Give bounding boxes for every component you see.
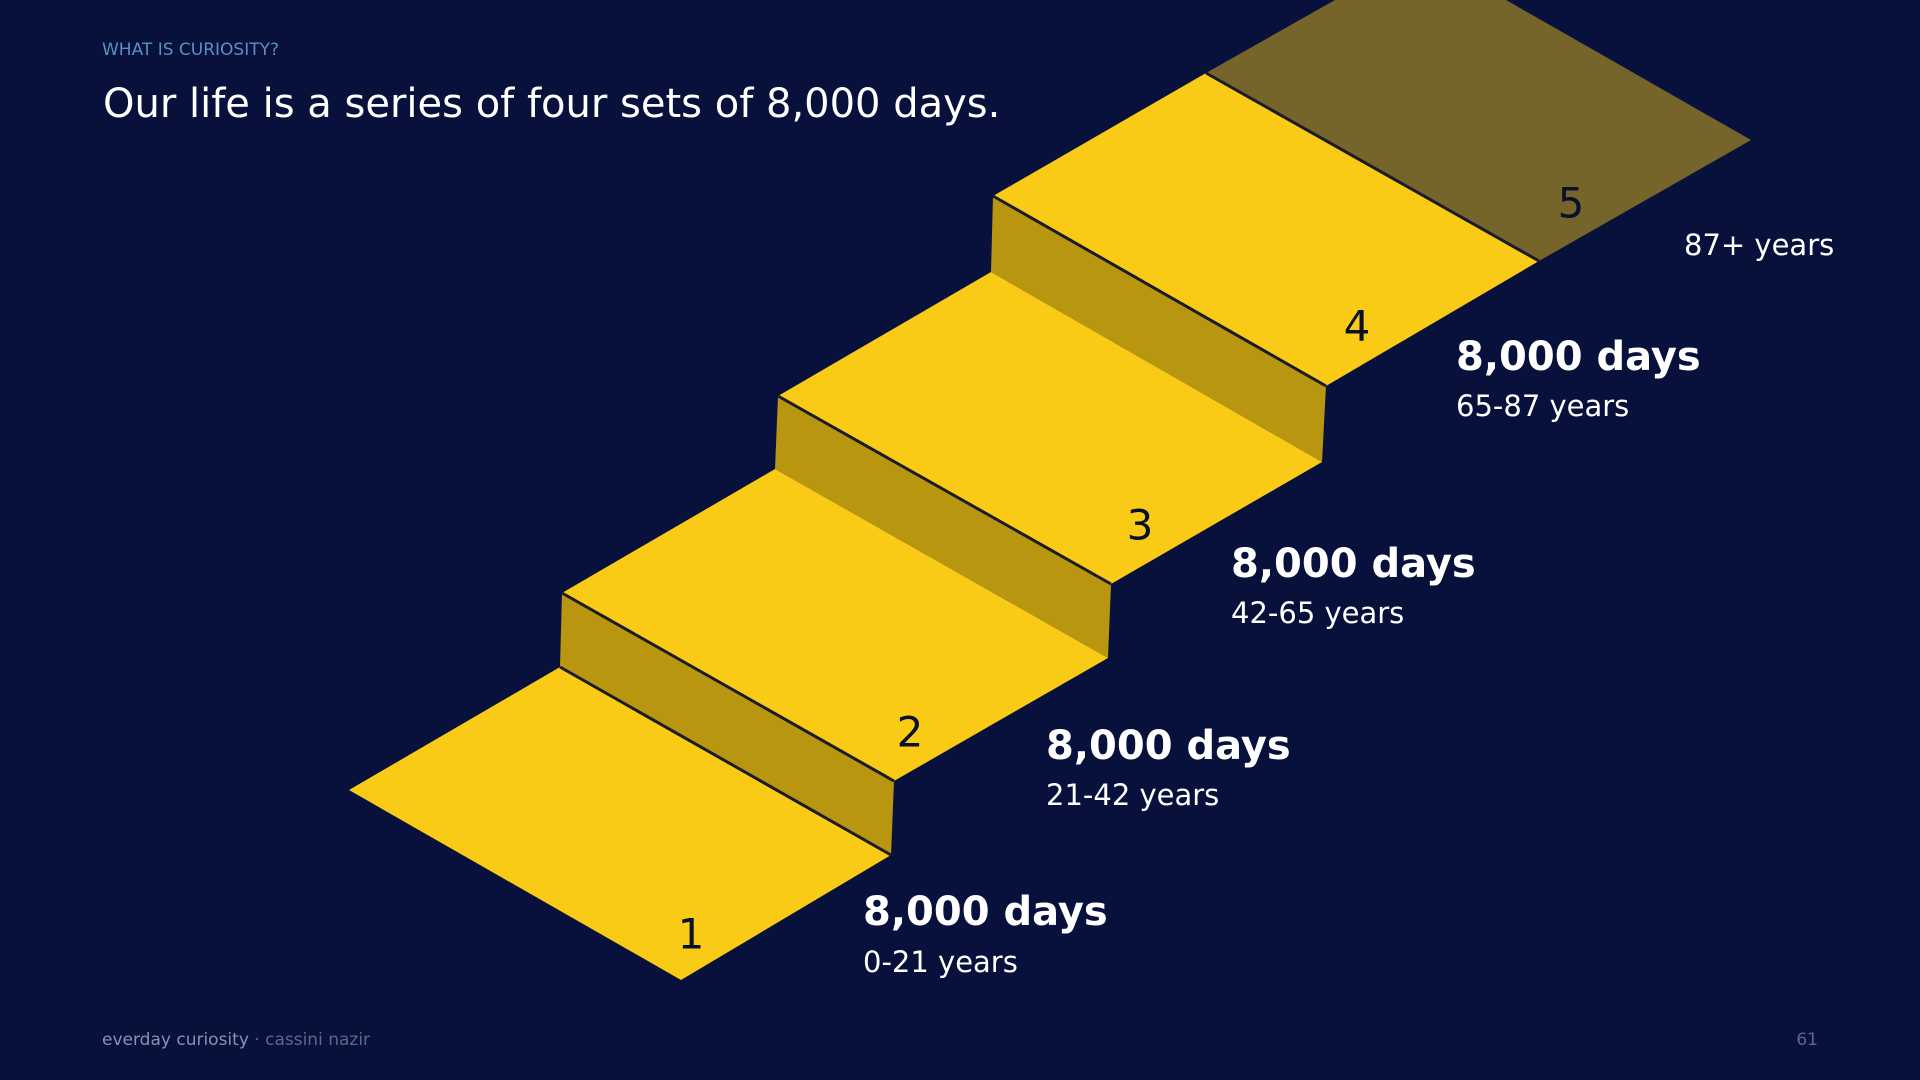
step-number: 1 (678, 910, 705, 959)
step-number: 2 (897, 708, 924, 757)
title: Our life is a series of four sets of 8,0… (103, 81, 1000, 127)
days-label: 8,000 days (1046, 723, 1291, 769)
step-number: 5 (1558, 179, 1585, 228)
crease (777, 394, 1112, 586)
step-5-face (1206, 0, 1751, 261)
riser-1 (560, 593, 894, 855)
years-label: 65-87 years (1456, 389, 1629, 423)
years-label: 42-65 years (1231, 596, 1404, 630)
riser-2 (775, 396, 1111, 658)
footer-brand: everday curiosity (102, 1030, 249, 1050)
step-3-face (778, 272, 1322, 584)
step-4-face (993, 73, 1539, 386)
years-label: 21-42 years (1046, 778, 1219, 812)
years-label: 0-21 years (863, 945, 1018, 979)
crease (1205, 71, 1540, 263)
step-1-face (349, 667, 891, 980)
footer: everday curiosity · cassini nazir (102, 1030, 370, 1050)
days-label: 8,000 days (1456, 334, 1701, 380)
step-2-face (562, 469, 1108, 781)
step-number: 4 (1344, 302, 1371, 351)
days-label: 8,000 days (1231, 541, 1476, 587)
footer-author: · cassini nazir (254, 1030, 370, 1050)
riser-3 (991, 196, 1326, 462)
years-label: 87+ years (1684, 228, 1834, 262)
crease (561, 591, 895, 783)
staircase (349, 0, 1751, 980)
step-number: 3 (1127, 501, 1154, 550)
kicker: WHAT IS CURIOSITY? (102, 40, 279, 60)
days-label: 8,000 days (863, 889, 1108, 935)
page-number: 61 (1796, 1030, 1818, 1050)
crease (559, 665, 892, 857)
crease (992, 194, 1327, 388)
